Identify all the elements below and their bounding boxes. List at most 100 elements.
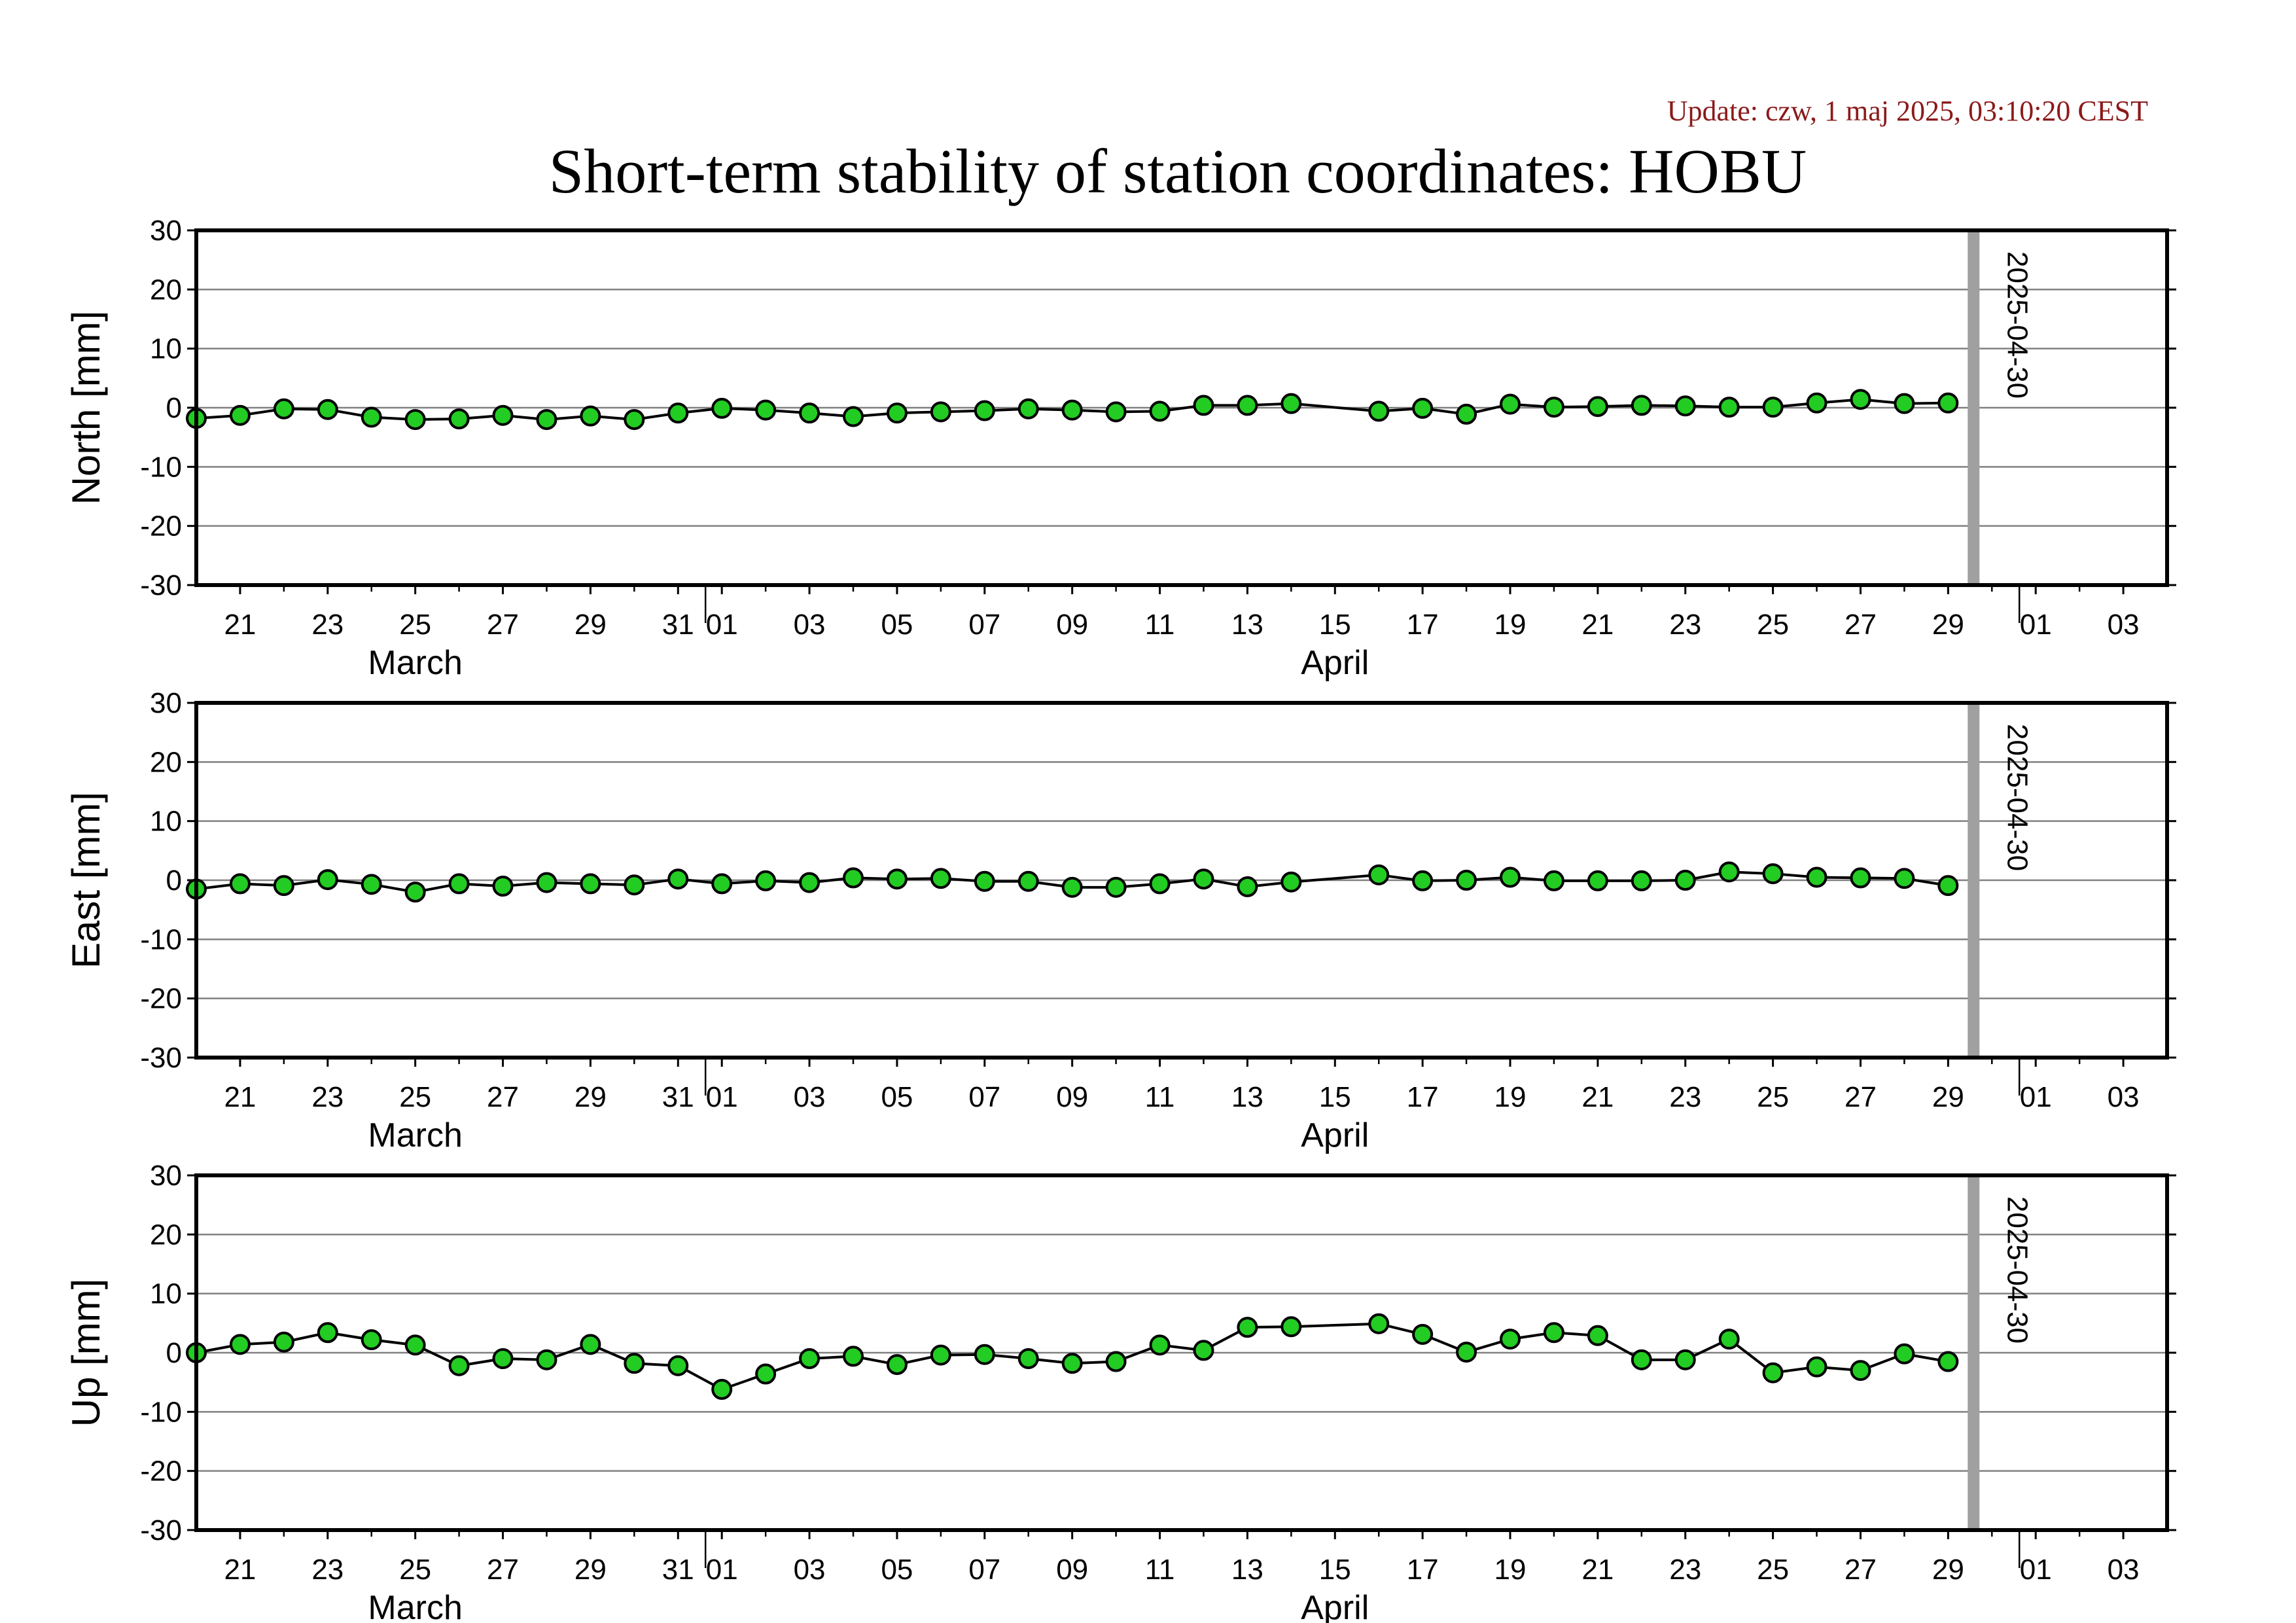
x-tick-label: 25 <box>399 609 431 641</box>
x-tick-label: 19 <box>1494 1081 1527 1113</box>
data-point <box>448 873 470 895</box>
x-tick-label: 25 <box>1757 1081 1789 1113</box>
y-tick-label: 30 <box>150 215 182 247</box>
data-point <box>1193 395 1214 416</box>
y-tick-label: -20 <box>140 1455 182 1488</box>
data-point <box>361 1329 382 1351</box>
x-tick-label: 01 <box>2020 1081 2052 1113</box>
x-tick-label: 03 <box>794 1554 826 1586</box>
x-tick-label: 05 <box>881 609 913 641</box>
data-point <box>974 400 995 421</box>
data-point <box>404 882 426 903</box>
data-point <box>1368 1313 1390 1334</box>
x-tick-label: 19 <box>1494 609 1527 641</box>
data-point <box>930 868 951 889</box>
x-tick-label: 23 <box>311 1081 344 1113</box>
current-date-label: 2025-04-30 <box>2001 724 2033 871</box>
x-tick-label: 01 <box>706 1081 738 1113</box>
data-point <box>711 873 733 895</box>
data-point <box>1105 1351 1127 1372</box>
x-tick-label: 03 <box>2108 1554 2140 1586</box>
data-point <box>492 876 514 897</box>
y-tick-label: 10 <box>150 333 182 365</box>
y-tick-label: -30 <box>140 569 182 601</box>
data-point <box>624 409 645 431</box>
panel-north: 30 20 10 0 -10 -20 -30 21 23 25 27 29 31 01 03 05 07 09 11… <box>64 215 2176 682</box>
data-point <box>229 404 251 426</box>
x-tick-label: 03 <box>794 1081 826 1113</box>
data-point <box>711 1379 733 1400</box>
x-tick-label: 03 <box>2108 1081 2140 1113</box>
y-tick-label: 20 <box>150 274 182 306</box>
data-point <box>1456 403 1477 425</box>
data-point <box>886 402 908 424</box>
data-point <box>580 1334 601 1355</box>
panel-up: 30 20 10 0 -10 -20 -30 21 23 25 27 29 31 01 03 05 07 09 11… <box>64 1160 2176 1623</box>
data-point <box>536 872 557 893</box>
data-point <box>1937 1351 1959 1372</box>
data-point <box>1149 401 1171 422</box>
x-tick-label: 21 <box>1581 1554 1614 1586</box>
y-tick-label: 20 <box>150 746 182 778</box>
data-point <box>1937 392 1959 414</box>
data-point <box>580 873 601 895</box>
x-tick-label: 07 <box>968 1081 1000 1113</box>
data-point <box>667 1355 689 1376</box>
x-tick-label: 27 <box>487 609 519 641</box>
data-point <box>404 1334 426 1356</box>
data-point <box>1500 866 1521 888</box>
panel-east: 30 20 10 0 -10 -20 -30 21 23 25 27 29 31 01 03 05 07 09 11… <box>64 687 2176 1154</box>
month-label: April <box>1301 1589 1369 1623</box>
x-tick-label: 31 <box>662 609 694 641</box>
data-point <box>273 875 294 897</box>
x-tick-label: 31 <box>662 1554 694 1586</box>
x-tick-label: 15 <box>1319 1554 1351 1586</box>
y-axis-label: North [mm] <box>64 311 108 505</box>
chart-title: Short-term stability of station coordina… <box>549 136 1807 206</box>
data-point <box>1762 863 1784 885</box>
data-point <box>448 1355 470 1376</box>
y-axis-label: Up [mm] <box>64 1279 108 1427</box>
x-tick-label: 05 <box>881 1554 913 1586</box>
y-tick-label: -10 <box>140 1396 182 1428</box>
x-tick-label: 11 <box>1145 1554 1175 1586</box>
data-point <box>1280 1316 1302 1338</box>
data-point <box>1937 875 1959 897</box>
data-point <box>1061 399 1083 421</box>
data-point <box>1894 868 1915 889</box>
data-point <box>1456 1342 1477 1363</box>
data-point <box>1412 870 1434 891</box>
data-point <box>799 872 821 893</box>
update-timestamp: Update: czw, 1 maj 2025, 03:10:20 CEST <box>1667 95 2148 127</box>
data-point <box>1193 868 1214 890</box>
data-point <box>273 1331 294 1353</box>
y-tick-label: -20 <box>140 510 182 543</box>
x-tick-label: 27 <box>1845 609 1877 641</box>
data-point <box>1061 876 1083 898</box>
data-point <box>1718 397 1740 418</box>
data-point <box>1237 876 1258 897</box>
data-point <box>536 1349 557 1370</box>
y-tick-label: 0 <box>166 865 182 897</box>
data-point <box>799 1348 821 1370</box>
data-point <box>1587 1325 1608 1346</box>
data-point <box>1806 866 1828 888</box>
y-tick-label: 10 <box>150 1278 182 1310</box>
x-tick-label: 21 <box>1581 1081 1614 1113</box>
x-tick-label: 27 <box>1845 1081 1877 1113</box>
x-tick-label: 19 <box>1494 1554 1527 1586</box>
data-point <box>843 406 864 427</box>
data-point <box>1237 1317 1258 1338</box>
data-point <box>1762 1362 1784 1383</box>
x-tick-label: 13 <box>1231 609 1263 641</box>
plot-frame <box>194 228 2169 587</box>
y-tick-label: 0 <box>166 392 182 424</box>
data-point <box>755 870 777 891</box>
data-point <box>1280 393 1302 414</box>
x-tick-label: 21 <box>224 1554 256 1586</box>
data-point <box>1631 870 1652 891</box>
x-tick-label: 01 <box>706 1554 738 1586</box>
plot-frame <box>194 701 2169 1060</box>
y-tick-label: 30 <box>150 1160 182 1192</box>
